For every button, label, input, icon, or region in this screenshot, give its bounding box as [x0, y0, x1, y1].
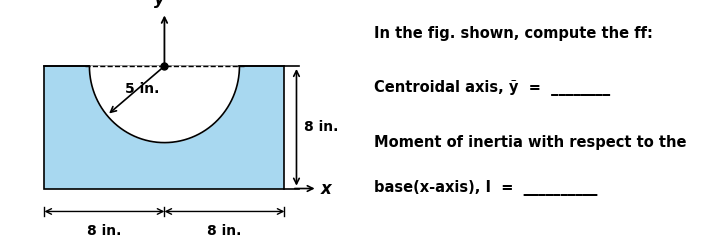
Text: 8 in.: 8 in.	[87, 224, 122, 238]
Text: y: y	[155, 0, 165, 8]
Text: In the fig. shown, compute the ff:: In the fig. shown, compute the ff:	[374, 26, 653, 41]
Text: Centroidal axis, ỹ  =  ________: Centroidal axis, ỹ = ________	[374, 80, 610, 96]
Text: 8 in.: 8 in.	[207, 224, 242, 238]
Polygon shape	[89, 66, 239, 143]
Text: Moment of inertia with respect to the: Moment of inertia with respect to the	[374, 135, 687, 150]
Text: x: x	[321, 180, 331, 198]
Text: 8 in.: 8 in.	[304, 120, 339, 134]
Text: base(x-axis), I  =  __________: base(x-axis), I = __________	[374, 180, 597, 196]
Text: 5 in.: 5 in.	[124, 82, 159, 96]
Bar	[45, 66, 285, 188]
